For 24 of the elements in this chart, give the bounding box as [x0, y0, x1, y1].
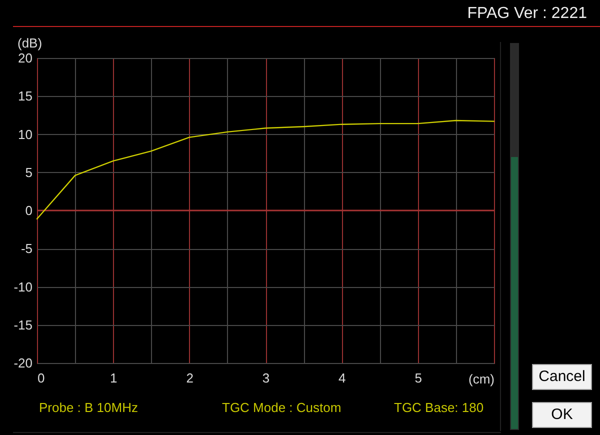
text: TGC Mode : Custom	[222, 400, 342, 415]
text: Probe : B 10MHz	[39, 400, 138, 415]
y-tick-label: -15	[14, 317, 32, 332]
text: FPAG Ver : 2221	[467, 5, 587, 23]
text: TGC Base: 180	[394, 400, 484, 415]
y-axis-title: (dB)	[18, 36, 42, 50]
y-tick-label: -10	[14, 279, 32, 294]
x-tick-label: 2	[186, 370, 194, 386]
y-tick-label: -20	[14, 356, 32, 370]
y-tick-label: 0	[25, 203, 32, 218]
x-tick-label: 0	[38, 370, 45, 386]
x-tick-label: 5	[414, 370, 422, 386]
y-tick-label: 15	[18, 88, 32, 104]
y-tick-label: -5	[20, 241, 32, 256]
button: OK	[532, 402, 592, 428]
x-axis-title: (cm)	[468, 372, 494, 386]
y-tick-label: 10	[18, 126, 32, 142]
button: Cancel	[532, 364, 592, 390]
y-tick-label: 5	[25, 164, 32, 180]
y-tick-label: 20	[18, 50, 32, 66]
x-tick-label: 3	[262, 370, 270, 386]
x-tick-label: 4	[338, 370, 346, 386]
x-tick-label: 1	[110, 370, 118, 386]
line-series	[36, 120, 495, 220]
